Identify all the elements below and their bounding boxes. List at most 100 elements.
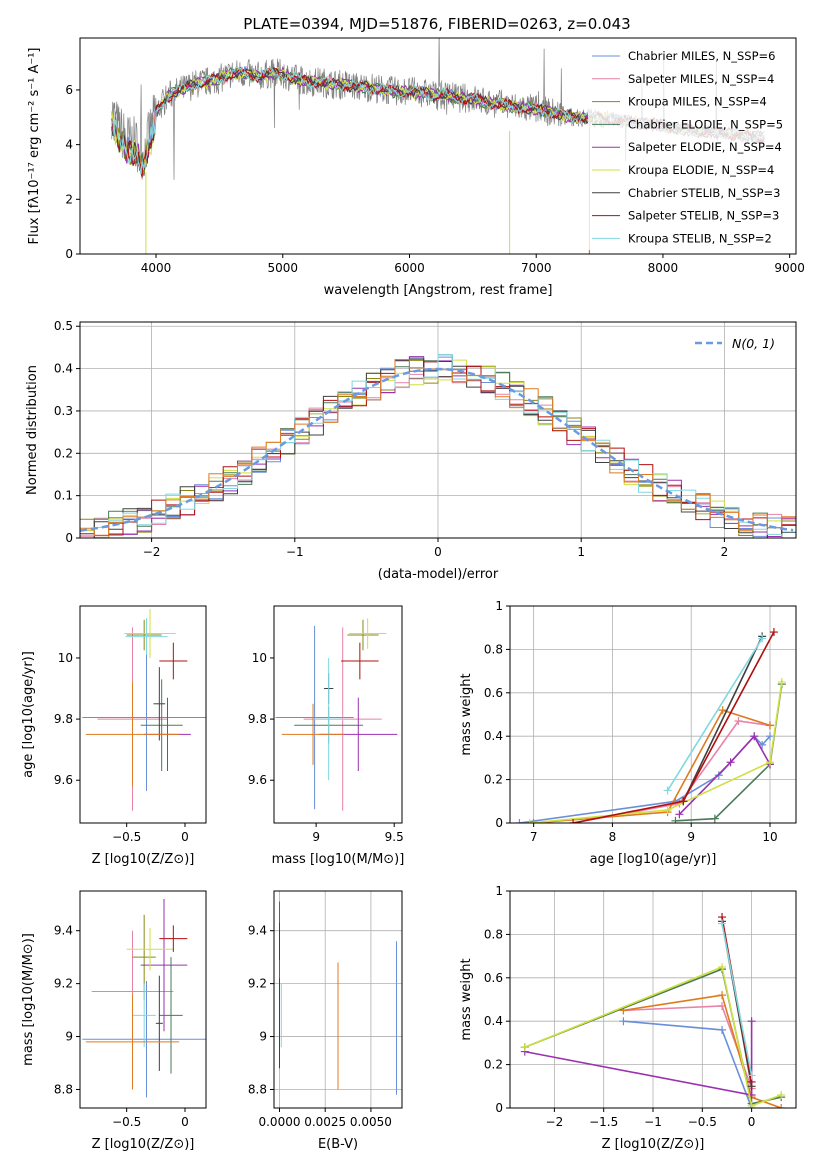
age-weight-series-6 (682, 636, 763, 802)
z-age-plot-area (82, 609, 206, 811)
z-mass-point-4 (140, 898, 188, 1032)
z-mass-axes (82, 898, 206, 1098)
z-weight-plot-area (520, 913, 786, 1108)
residuals-ytick-label-2: 0.2 (54, 446, 73, 460)
spectrum-legend-box (588, 44, 792, 250)
spectrum-legend-label-5: Kroupa ELODIE, N_SSP=4 (628, 163, 774, 177)
z-mass-ytick-label-2: 9.2 (54, 977, 73, 991)
z-weight-marker-5-2 (747, 1101, 756, 1108)
age-weight-marker-5-3 (777, 677, 786, 686)
spectrum-frame (79, 37, 797, 255)
z-age-point-8 (125, 618, 168, 655)
residuals-xtick-label-3: 1 (577, 545, 585, 559)
spectrum-legend: Chabrier MILES, N_SSP=6 Salpeter MILES, N… (588, 44, 792, 250)
mass-age-point-8 (313, 657, 345, 781)
mass-age-point-5 (348, 618, 387, 649)
mass-age-ytick-label-1: 9.8 (248, 712, 267, 726)
ebv-mass-plot-area (278, 901, 398, 1095)
residuals-ylabel: Normed distribution (25, 365, 40, 495)
z-weight-xtick-label-3: −0.5 (688, 1115, 717, 1129)
z-weight-xtick-label-0: −2 (546, 1115, 564, 1129)
residuals-xtick-label-1: −1 (286, 545, 304, 559)
z-mass-xtick-label-1: 0 (181, 1115, 189, 1129)
residuals-ytick-label-3: 0.3 (54, 404, 73, 418)
residuals-legend-label: N(0, 1) (732, 336, 775, 351)
z-weight-marker-0-1 (718, 1025, 727, 1034)
spectrum-ytick-label-0: 0 (65, 247, 73, 261)
z-weight-ytick-label-5: 1 (495, 884, 503, 898)
mass-age-xtick-label-1: 9.5 (385, 830, 404, 844)
age-weight-marker-2-3 (766, 721, 774, 730)
spectrum-xtick-label-0: 4000 (141, 261, 172, 275)
age-weight-xtick-label-1: 8 (609, 830, 617, 844)
z-weight-xtick-label-1: −1.5 (589, 1115, 618, 1129)
mass-age-frame (273, 605, 403, 824)
z-weight-marker-5-1 (718, 962, 727, 971)
z-weight-series-5 (524, 965, 782, 1107)
age-weight-ytick-label-4: 0.8 (484, 642, 503, 656)
age-weight-marker-2-0 (529, 819, 538, 823)
age-weight-marker-3-1 (710, 814, 719, 823)
z-mass-plot-area (82, 898, 206, 1098)
age-weight-xtick-label-2: 9 (687, 830, 695, 844)
z-mass-xtick-label-0: −0.5 (112, 1115, 141, 1129)
spectrum-legend-label-8: Kroupa STELIB, N_SSP=2 (628, 231, 772, 245)
z-age-ytick-label-2: 10 (58, 651, 73, 665)
age-weight-marker-0-5 (766, 732, 774, 741)
z-weight-xlabel: Z [log10(Z/Z⊙)] (602, 1137, 705, 1152)
z-age-xtick-label-0: −0.5 (112, 830, 141, 844)
age-weight-marker-3-0 (671, 816, 680, 823)
residuals-xtick-label-2: 0 (434, 545, 442, 559)
figure-title: PLATE=0394, MJD=51876, FIBERID=0263, z=0… (243, 15, 630, 33)
z-mass-point-6 (155, 975, 163, 1071)
age-weight-plot-area (515, 628, 786, 823)
spectrum-xtick-label-1: 5000 (267, 261, 298, 275)
age-weight-series-8 (666, 638, 763, 791)
z-mass-point-5 (126, 928, 174, 971)
spectrum-legend-label-2: Kroupa MILES, N_SSP=4 (628, 95, 767, 109)
residuals-ytick-label-0: 0 (65, 531, 73, 545)
mass-age-point-9 (281, 703, 345, 765)
z-mass-point-3 (159, 957, 183, 1074)
residuals-ytick-label-4: 0.4 (54, 362, 73, 376)
z-weight-series-2 (623, 994, 782, 1108)
spectrum-ytick-label-2: 4 (65, 138, 73, 152)
age-weight-marker-1-2 (734, 717, 743, 726)
z-age-xlabel: Z [log10(Z/Z⊙)] (92, 852, 195, 867)
z-mass-frame (79, 890, 207, 1109)
age-weight-marker-5-2 (766, 758, 774, 767)
z-age-point-9 (85, 682, 180, 787)
age-weight-marker-2-2 (718, 706, 727, 715)
z-mass-point-0 (82, 980, 206, 1098)
residuals-xlabel: (data-model)/error (378, 567, 499, 582)
z-weight-marker-2-1 (718, 991, 727, 1000)
z-age-ylabel: age [log10(age/yr)] (21, 651, 36, 778)
age-weight-series-5 (529, 681, 783, 823)
age-weight-marker-8-1 (758, 634, 767, 643)
z-age-ytick-label-1: 9.8 (54, 712, 73, 726)
age-weight-marker-5-0 (525, 819, 534, 823)
spectrum-legend-label-3: Chabrier ELODIE, N_SSP=5 (628, 117, 783, 131)
z-weight-marker-8-0 (718, 919, 727, 928)
z-weight-marker-2-3 (777, 1104, 786, 1108)
age-weight-series-4 (678, 734, 771, 815)
z-mass-ylabel: mass [log10(M/M⊙)] (21, 933, 36, 1066)
z-mass-ytick-label-0: 8.8 (54, 1082, 73, 1096)
spectrum-ytick-label-1: 2 (65, 192, 73, 206)
mass-age-plot-area (275, 618, 398, 811)
spectrum-legend-label-0: Chabrier MILES, N_SSP=6 (628, 49, 775, 63)
z-weight-series-8 (721, 923, 753, 1076)
spectrum-legend-label-1: Salpeter MILES, N_SSP=4 (628, 72, 774, 86)
age-weight-axes (510, 605, 796, 824)
age-weight-xtick-label-0: 7 (530, 830, 538, 844)
mass-age-ytick-label-2: 10 (252, 651, 267, 665)
z-age-xtick-label-1: 0 (181, 830, 189, 844)
z-mass-xlabel: Z [log10(Z/Z⊙)] (92, 1137, 195, 1152)
spectrum-legend-label-4: Salpeter ELODIE, N_SSP=4 (628, 140, 782, 154)
mass-age-axes (275, 618, 398, 811)
mass-age-xlabel: mass [log10(M/M⊙)] (272, 852, 405, 867)
age-weight-ytick-label-3: 0.6 (484, 686, 503, 700)
z-weight-marker-5-3 (777, 1090, 786, 1099)
age-weight-frame (509, 605, 797, 824)
